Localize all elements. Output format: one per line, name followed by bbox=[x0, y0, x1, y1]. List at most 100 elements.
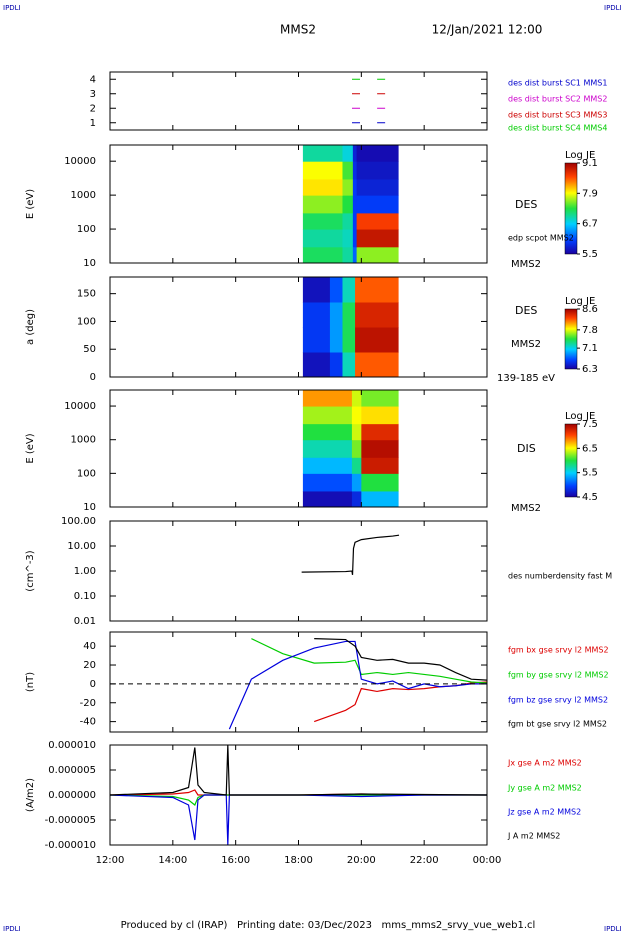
heat-cell bbox=[351, 423, 362, 441]
y-tick-label: 1000 bbox=[71, 435, 96, 446]
corner-label: IPDLI bbox=[3, 925, 21, 933]
y-tick-label: 0.01 bbox=[74, 616, 96, 627]
x-tick-label: 16:00 bbox=[221, 855, 250, 866]
legend-label: fgm by gse srvy l2 MMS2 bbox=[508, 671, 609, 680]
legend-label: des dist burst SC1 MMS1 bbox=[508, 79, 607, 88]
heat-cell bbox=[361, 439, 399, 458]
y-tick-label: 10 bbox=[83, 502, 96, 513]
plot-area bbox=[301, 534, 400, 575]
y-axis-label: E (eV) bbox=[25, 189, 36, 219]
y-tick-label: 10 bbox=[83, 258, 96, 269]
heat-cell bbox=[351, 457, 362, 474]
colorbar-tick-label: 7.5 bbox=[582, 419, 598, 430]
heat-cell bbox=[352, 178, 358, 196]
legend-label: fgm bz gse srvy l2 MMS2 bbox=[508, 696, 608, 705]
y-tick-label: 40 bbox=[83, 641, 96, 652]
colorbar bbox=[564, 308, 578, 370]
panel-frame bbox=[109, 520, 488, 622]
heat-cell bbox=[351, 490, 362, 507]
y-tick-label: -40 bbox=[80, 717, 96, 728]
heat-cell bbox=[302, 161, 343, 180]
legend-label: J A m2 MMS2 bbox=[507, 832, 560, 841]
panel-frame bbox=[109, 276, 488, 378]
y-tick-label: 2 bbox=[90, 103, 96, 114]
line bbox=[301, 534, 400, 575]
colorbar-title: Log JE bbox=[565, 296, 595, 307]
colorbar-tick-label: 6.5 bbox=[582, 443, 598, 454]
colorbar-tick-label: 6.7 bbox=[582, 219, 598, 230]
panel-label: MMS2 bbox=[511, 259, 541, 270]
heat-cell bbox=[361, 390, 399, 407]
y-tick-label: 4 bbox=[90, 74, 96, 85]
y-axis-label: (A/m2) bbox=[25, 778, 36, 812]
heat-cell bbox=[342, 161, 354, 180]
line bbox=[228, 640, 487, 730]
heat-cell bbox=[302, 178, 343, 196]
heat-cell bbox=[352, 145, 358, 162]
heat-cell bbox=[356, 161, 399, 180]
heat-cell bbox=[352, 246, 358, 263]
panel-label: 139-185 eV bbox=[497, 373, 555, 384]
heat-cell bbox=[342, 195, 354, 214]
y-tick-label: 0.10 bbox=[74, 591, 96, 602]
heat-cell bbox=[356, 229, 399, 248]
corner-label: IPDLI bbox=[604, 925, 622, 933]
colorbar-tick-label: 7.9 bbox=[582, 188, 598, 199]
line bbox=[110, 745, 487, 796]
colorbar-tick-label: 4.5 bbox=[582, 492, 598, 503]
footer: Produced by cl (IRAP) Printing date: 03/… bbox=[121, 920, 536, 931]
x-tick-label: 12:00 bbox=[96, 855, 125, 866]
heat-cell bbox=[302, 246, 343, 263]
plot-area bbox=[302, 277, 399, 377]
colorbar-tick-label: 5.5 bbox=[582, 249, 598, 260]
y-tick-label: 10000 bbox=[64, 401, 96, 412]
heat-cell bbox=[302, 145, 343, 162]
panel-label: edp scpot MMS2 bbox=[508, 234, 574, 243]
y-axis-label: a (deg) bbox=[25, 309, 36, 345]
heat-cell bbox=[329, 352, 343, 377]
y-tick-label: 1000 bbox=[71, 190, 96, 201]
y-tick-label: 1 bbox=[90, 118, 96, 129]
heat-cell bbox=[356, 246, 399, 263]
colorbar-tick-label: 7.1 bbox=[582, 343, 598, 354]
x-tick-label: 14:00 bbox=[158, 855, 187, 866]
heat-cell bbox=[361, 406, 399, 425]
title: MMS2 bbox=[280, 23, 316, 37]
line bbox=[314, 681, 487, 723]
y-tick-label: 0 bbox=[90, 372, 96, 383]
heat-cell bbox=[329, 277, 343, 303]
heat-cell bbox=[342, 352, 356, 377]
y-tick-label: -20 bbox=[80, 698, 96, 709]
heat-cell bbox=[361, 457, 399, 474]
panel-label: MMS2 bbox=[511, 503, 541, 514]
legend-label: Jy gse A m2 MMS2 bbox=[507, 784, 582, 793]
y-tick-label: 100 bbox=[77, 316, 96, 327]
y-tick-label: 0.000000 bbox=[48, 790, 96, 801]
heat-cell bbox=[342, 246, 354, 263]
panel-label: DES bbox=[515, 198, 537, 211]
panel-frame bbox=[109, 631, 488, 733]
heat-cell bbox=[355, 302, 399, 328]
panel-frame bbox=[109, 71, 488, 131]
heat-cell bbox=[356, 178, 399, 196]
corner-label: IPDLI bbox=[604, 4, 622, 12]
y-tick-label: 20 bbox=[83, 660, 96, 671]
colorbar-tick-label: 7.8 bbox=[582, 325, 598, 336]
y-axis-label: (cm^-3) bbox=[25, 550, 36, 591]
heat-cell bbox=[302, 195, 343, 214]
heat-cell bbox=[361, 423, 399, 441]
heat-cell bbox=[342, 229, 354, 248]
plot-area bbox=[302, 390, 399, 507]
y-tick-label: 3 bbox=[90, 89, 96, 100]
heat-cell bbox=[351, 406, 362, 425]
heat-cell bbox=[351, 439, 362, 458]
x-tick-label: 00:00 bbox=[473, 855, 502, 866]
line bbox=[251, 638, 487, 684]
y-tick-label: 1.00 bbox=[74, 566, 96, 577]
y-axis-label: E (eV) bbox=[25, 433, 36, 463]
plot-area bbox=[228, 638, 487, 730]
heat-cell bbox=[351, 473, 362, 492]
heat-cell bbox=[302, 352, 331, 377]
heat-cell bbox=[302, 439, 353, 458]
